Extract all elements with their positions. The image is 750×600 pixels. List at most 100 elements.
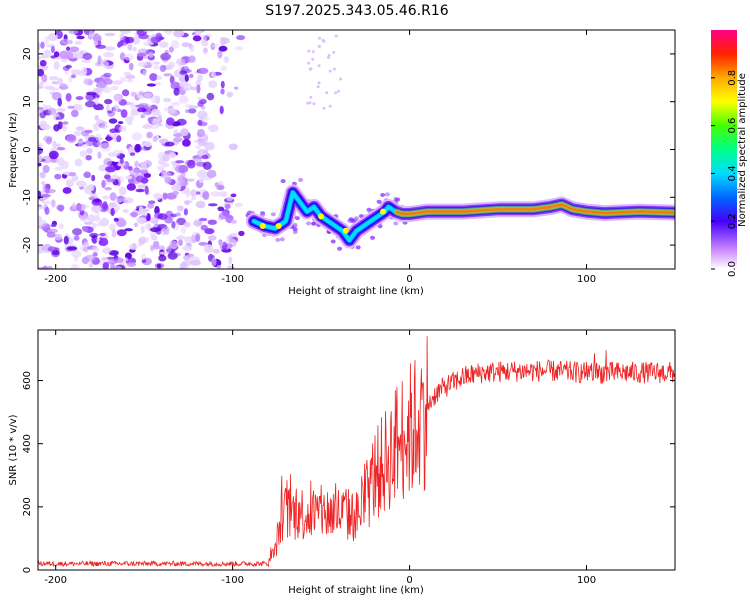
noise-blob bbox=[218, 212, 230, 220]
noise-blob bbox=[119, 157, 124, 164]
noise-blob bbox=[91, 246, 100, 253]
noise-blob bbox=[65, 179, 74, 188]
snr-xtick-label: 0 bbox=[406, 575, 412, 586]
noise-blob bbox=[178, 176, 186, 183]
noise-blob bbox=[328, 69, 332, 73]
noise-blob bbox=[55, 116, 60, 120]
noise-blob bbox=[332, 50, 336, 54]
noise-blob bbox=[322, 39, 326, 43]
noise-blob bbox=[106, 178, 116, 183]
noise-blob bbox=[135, 104, 145, 108]
noise-blob bbox=[197, 67, 209, 74]
noise-blob bbox=[173, 87, 180, 96]
noise-blob bbox=[147, 117, 154, 122]
noise-blob bbox=[44, 36, 50, 45]
colorbar-tick-label: 0.6 bbox=[727, 118, 738, 134]
noise-blob bbox=[106, 260, 118, 265]
noise-blob bbox=[133, 222, 139, 227]
noise-blob bbox=[159, 64, 167, 72]
noise-blob bbox=[152, 61, 160, 65]
colorbar-tick-label: 0.8 bbox=[727, 70, 738, 86]
noise-blob bbox=[168, 46, 174, 53]
noise-blob bbox=[157, 165, 165, 171]
noise-blob bbox=[141, 208, 146, 215]
noise-blob bbox=[95, 44, 107, 49]
noise-blob bbox=[38, 162, 42, 167]
noise-blob bbox=[111, 229, 117, 238]
noise-blob bbox=[83, 241, 90, 248]
noise-blob bbox=[50, 223, 57, 228]
noise-blob bbox=[73, 235, 80, 241]
noise-blob bbox=[112, 104, 120, 113]
noise-blob bbox=[149, 217, 159, 224]
ridge-hotspot bbox=[259, 222, 266, 229]
noise-blob bbox=[57, 97, 62, 107]
noise-blob bbox=[38, 190, 42, 200]
noise-blob bbox=[53, 61, 60, 70]
noise-blob bbox=[163, 226, 170, 235]
noise-blob bbox=[68, 30, 79, 35]
spectrogram-xtick-label: 0 bbox=[406, 274, 412, 285]
ridge-halo-blob bbox=[330, 239, 336, 244]
noise-blob bbox=[39, 250, 48, 253]
noise-blob bbox=[204, 228, 215, 235]
noise-blob bbox=[150, 95, 161, 104]
noise-blob bbox=[117, 40, 124, 47]
noise-blob bbox=[198, 178, 204, 184]
noise-blob bbox=[192, 35, 202, 42]
noise-blob bbox=[118, 186, 127, 196]
noise-blob bbox=[97, 151, 102, 159]
noise-blob bbox=[153, 192, 163, 200]
noise-blob bbox=[181, 42, 191, 48]
ridge-halo-blob bbox=[292, 227, 298, 232]
noise-blob bbox=[48, 32, 58, 42]
noise-blob bbox=[196, 169, 207, 179]
noise-blob bbox=[38, 85, 44, 89]
noise-blob bbox=[55, 143, 61, 148]
noise-blob bbox=[173, 30, 185, 38]
noise-blob bbox=[156, 263, 162, 269]
noise-blob bbox=[144, 223, 152, 230]
noise-blob bbox=[148, 51, 154, 58]
noise-blob bbox=[173, 137, 183, 143]
snr-plot-area bbox=[38, 330, 675, 570]
noise-blob bbox=[40, 124, 51, 130]
noise-blob bbox=[128, 62, 134, 71]
noise-blob bbox=[204, 141, 215, 151]
noise-blob bbox=[97, 222, 105, 227]
noise-blob bbox=[102, 247, 112, 254]
spectrogram-ytick-label: 20 bbox=[22, 48, 33, 61]
noise-blob bbox=[142, 69, 147, 77]
noise-blob bbox=[157, 213, 168, 220]
noise-blob bbox=[150, 36, 161, 44]
spectrogram-y-label: Frequency (Hz) bbox=[8, 112, 19, 188]
noise-blob bbox=[226, 91, 234, 98]
noise-blob bbox=[306, 101, 310, 105]
noise-blob bbox=[211, 257, 217, 266]
noise-blob bbox=[199, 98, 207, 105]
noise-blob bbox=[113, 94, 122, 103]
noise-blob bbox=[129, 152, 136, 156]
noise-blob bbox=[136, 52, 147, 57]
noise-blob bbox=[56, 107, 66, 112]
noise-blob bbox=[125, 74, 136, 80]
noise-blob bbox=[99, 60, 110, 68]
noise-blob bbox=[54, 173, 62, 180]
ridge-halo-blob bbox=[348, 217, 354, 222]
noise-blob bbox=[109, 192, 117, 201]
noise-blob bbox=[180, 128, 189, 137]
noise-blob bbox=[137, 61, 147, 67]
noise-blob bbox=[119, 30, 131, 35]
colorbar-gradient bbox=[711, 30, 737, 269]
noise-blob bbox=[178, 95, 189, 104]
noise-blob bbox=[152, 245, 161, 250]
spectrogram-x-label: Height of straight line (km) bbox=[288, 286, 424, 297]
noise-blob bbox=[184, 266, 190, 269]
noise-blob bbox=[202, 117, 210, 121]
noise-blob bbox=[146, 131, 153, 139]
noise-blob bbox=[62, 121, 69, 125]
noise-blob bbox=[112, 80, 123, 85]
noise-blob bbox=[72, 103, 83, 111]
noise-blob bbox=[38, 106, 44, 111]
noise-blob bbox=[74, 40, 82, 45]
